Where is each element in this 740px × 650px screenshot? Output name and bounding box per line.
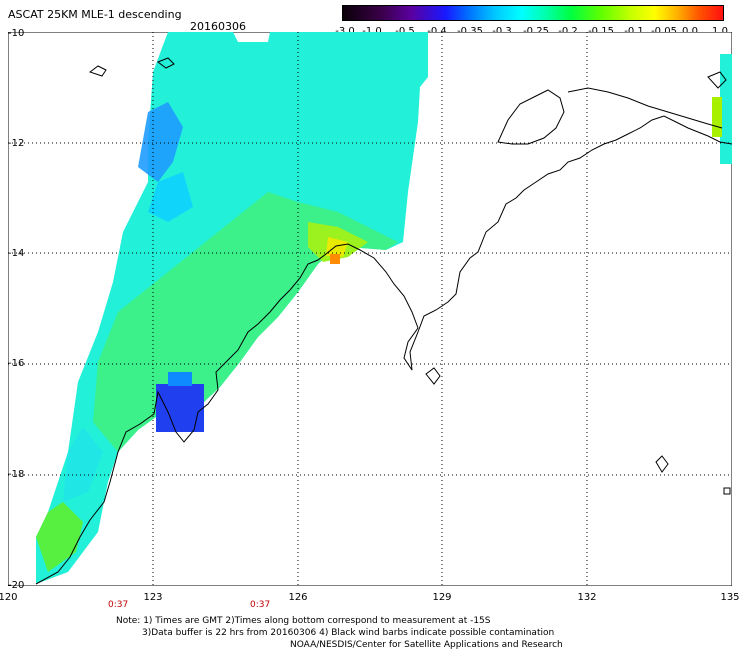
y-tick-label: -20 (8, 580, 25, 591)
time-label: 0:37 (250, 600, 271, 610)
x-tick-label: 135 (720, 592, 740, 603)
y-tick-label: -14 (8, 248, 25, 259)
y-tick-label: -18 (8, 469, 25, 480)
x-tick-label: 123 (143, 592, 163, 603)
coastline (35, 57, 732, 585)
y-tick-label: -12 (8, 138, 25, 149)
time-label: 0:37 (108, 600, 129, 610)
product-date: 20160306 (190, 20, 246, 33)
x-tick-label: 129 (432, 592, 452, 603)
y-tick-label: -16 (8, 358, 25, 369)
x-tick-label: 132 (577, 592, 597, 603)
wind-map (8, 32, 732, 586)
product-title: ASCAT 25KM MLE-1 descending (8, 8, 182, 21)
y-tick-label: -10 (8, 28, 25, 39)
x-tick-label: 120 (0, 592, 18, 603)
grid-lines (8, 32, 732, 586)
note-line: Note: 1) Times are GMT 2)Times along bot… (116, 616, 491, 626)
note-line: 3)Data buffer is 22 hrs from 20160306 4)… (142, 628, 555, 638)
note-credit: NOAA/NESDIS/Center for Satellite Applica… (290, 640, 563, 650)
colorbar (342, 5, 724, 21)
x-tick-label: 126 (288, 592, 308, 603)
